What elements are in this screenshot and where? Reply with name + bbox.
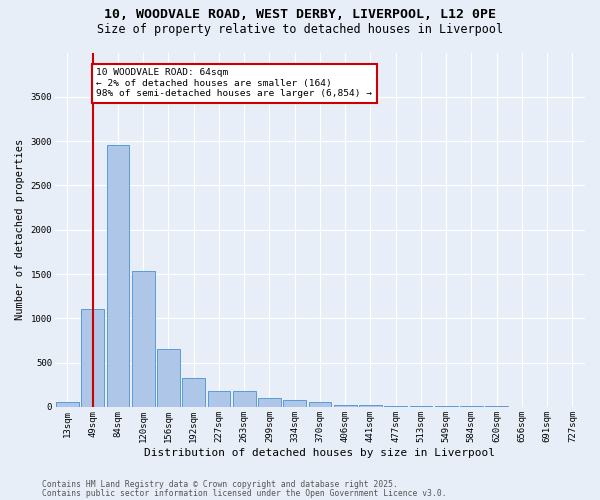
Bar: [208, 390, 230, 407]
Bar: [258, 398, 281, 407]
Bar: [359, 405, 382, 407]
Text: Contains HM Land Registry data © Crown copyright and database right 2025.: Contains HM Land Registry data © Crown c…: [42, 480, 398, 489]
Bar: [56, 402, 79, 407]
Y-axis label: Number of detached properties: Number of detached properties: [15, 139, 25, 320]
Text: Size of property relative to detached houses in Liverpool: Size of property relative to detached ho…: [97, 22, 503, 36]
Text: 10, WOODVALE ROAD, WEST DERBY, LIVERPOOL, L12 0PE: 10, WOODVALE ROAD, WEST DERBY, LIVERPOOL…: [104, 8, 496, 20]
Text: 10 WOODVALE ROAD: 64sqm
← 2% of detached houses are smaller (164)
98% of semi-de: 10 WOODVALE ROAD: 64sqm ← 2% of detached…: [97, 68, 373, 98]
Bar: [308, 402, 331, 407]
Text: Contains public sector information licensed under the Open Government Licence v3: Contains public sector information licen…: [42, 489, 446, 498]
Bar: [334, 405, 356, 407]
Bar: [157, 350, 180, 407]
Bar: [82, 308, 104, 407]
X-axis label: Distribution of detached houses by size in Liverpool: Distribution of detached houses by size …: [145, 448, 496, 458]
Bar: [283, 400, 306, 407]
Bar: [233, 390, 256, 407]
Bar: [384, 406, 407, 407]
Bar: [107, 144, 130, 407]
Bar: [132, 272, 155, 407]
Bar: [182, 378, 205, 407]
